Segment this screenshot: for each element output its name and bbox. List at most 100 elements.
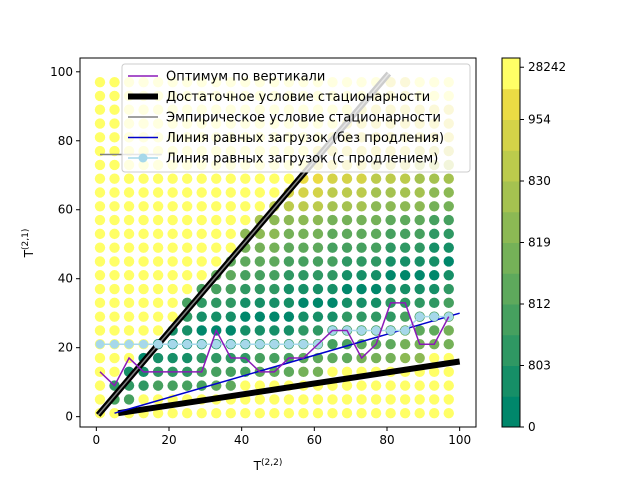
heatmap-point	[225, 242, 236, 253]
heatmap-point	[269, 242, 280, 253]
heatmap-point	[385, 394, 396, 405]
heatmap-point	[167, 408, 178, 419]
heatmap-point	[312, 408, 324, 419]
heatmap-point	[298, 283, 309, 295]
heatmap-point	[254, 201, 266, 212]
heatmap-point	[94, 104, 106, 115]
heatmap-point	[138, 187, 149, 198]
heatmap-point	[399, 380, 411, 391]
heatmap-point	[167, 173, 178, 184]
vertical-optimum-line	[99, 302, 450, 387]
heatmap-point	[138, 283, 149, 295]
heatmap-point	[254, 325, 266, 336]
heatmap-point	[269, 228, 280, 240]
equal-load-extended-point	[371, 325, 381, 335]
heatmap-point	[283, 201, 295, 212]
heatmap-point	[138, 380, 149, 391]
heatmap-point	[225, 408, 236, 419]
heatmap-point	[109, 311, 120, 322]
heatmap-point	[312, 311, 324, 322]
heatmap-point	[240, 270, 251, 281]
heatmap-point	[269, 394, 280, 405]
legend-item: Линия равных загрузок (с продлением)	[128, 152, 438, 167]
equal-load-extended-point	[182, 339, 192, 349]
heatmap-point	[414, 228, 425, 240]
heatmap-point	[283, 228, 295, 240]
heatmap-point	[181, 283, 193, 295]
heatmap-point	[356, 297, 367, 309]
colorbar-tick-label: 803	[528, 359, 551, 373]
heatmap-point	[225, 187, 236, 198]
heatmap-point	[341, 297, 353, 309]
heatmap-point	[356, 256, 367, 267]
heatmap-point	[327, 311, 338, 322]
heatmap-point	[109, 118, 120, 129]
heatmap-point	[123, 311, 135, 322]
heatmap-point	[269, 283, 280, 295]
heatmap-point	[240, 214, 251, 226]
heatmap-point	[414, 352, 425, 364]
heatmap-point	[167, 242, 178, 253]
equal-load-extended-point	[197, 339, 207, 349]
heatmap-point	[167, 270, 178, 281]
heatmap-point	[269, 408, 280, 419]
heatmap-point	[109, 76, 120, 88]
heatmap-point	[196, 201, 207, 212]
heatmap-point	[152, 297, 164, 309]
heatmap-point	[312, 270, 324, 281]
heatmap-point	[298, 270, 309, 281]
heatmap-point	[298, 214, 309, 226]
heatmap-point	[254, 242, 266, 253]
heatmap-point	[312, 297, 324, 309]
heatmap-point	[123, 242, 135, 253]
x-tick-label: 40	[234, 433, 249, 447]
heatmap-point	[414, 242, 425, 253]
sufficient-condition-line-2	[117, 358, 461, 417]
heatmap-point	[109, 256, 120, 267]
heatmap-point	[196, 270, 207, 281]
heatmap-point	[341, 201, 353, 212]
heatmap-point	[429, 408, 440, 419]
heatmap-point	[94, 76, 106, 88]
heatmap-point	[414, 214, 425, 226]
heatmap-point	[312, 256, 324, 267]
equal-load-extended-point	[269, 339, 279, 349]
heatmap-point	[429, 187, 440, 198]
heatmap-point	[356, 173, 367, 184]
equal-load-extended-point	[240, 339, 250, 349]
heatmap-point	[385, 408, 396, 419]
heatmap-point	[283, 366, 295, 378]
heatmap-point	[283, 173, 295, 184]
colorbar-cell	[502, 58, 520, 90]
equal-load-extended-point	[400, 325, 410, 335]
heatmap-point	[341, 380, 353, 391]
heatmap-point	[240, 201, 251, 212]
heatmap-point	[94, 228, 106, 240]
heatmap-point	[283, 242, 295, 253]
heatmap-point	[225, 325, 236, 336]
heatmap-point	[240, 311, 251, 322]
heatmap-point	[327, 270, 338, 281]
heatmap-point	[370, 270, 382, 281]
heatmap-point	[356, 311, 367, 322]
heatmap-point	[327, 201, 338, 212]
heatmap-point	[429, 270, 440, 281]
heatmap-point	[283, 408, 295, 419]
heatmap-point	[181, 408, 193, 419]
heatmap-point	[327, 394, 338, 405]
heatmap-point	[94, 256, 106, 267]
heatmap-point	[385, 242, 396, 253]
heatmap-point	[341, 173, 353, 184]
heatmap-point	[269, 325, 280, 336]
heatmap-point	[429, 366, 440, 378]
heatmap-point	[327, 366, 338, 378]
heatmap-point	[196, 256, 207, 267]
colorbar-cell	[502, 365, 520, 397]
heatmap-point	[370, 352, 382, 364]
heatmap-point	[240, 187, 251, 198]
heatmap-point	[196, 214, 207, 226]
colorbar-tick-label: 819	[528, 236, 551, 250]
heatmap-point	[399, 201, 411, 212]
heatmap-point	[181, 201, 193, 212]
